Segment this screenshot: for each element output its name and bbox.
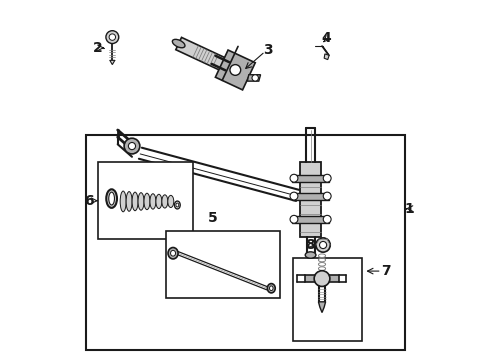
- Text: 2: 2: [93, 41, 102, 55]
- Circle shape: [251, 75, 258, 81]
- Ellipse shape: [174, 201, 180, 209]
- Text: 3: 3: [263, 42, 272, 57]
- Ellipse shape: [132, 192, 138, 211]
- Text: 5: 5: [207, 211, 217, 225]
- Ellipse shape: [167, 195, 173, 207]
- Ellipse shape: [120, 191, 126, 212]
- Circle shape: [124, 138, 140, 154]
- Bar: [292, 216, 328, 223]
- Circle shape: [323, 192, 330, 200]
- Ellipse shape: [143, 193, 150, 210]
- Ellipse shape: [176, 203, 179, 207]
- Ellipse shape: [106, 189, 117, 208]
- Circle shape: [289, 192, 297, 200]
- Polygon shape: [247, 75, 260, 81]
- Bar: [300, 162, 320, 237]
- Polygon shape: [110, 60, 115, 64]
- Circle shape: [289, 174, 297, 182]
- Text: 1: 1: [403, 202, 413, 216]
- Ellipse shape: [170, 250, 175, 256]
- Polygon shape: [324, 54, 328, 60]
- Circle shape: [319, 242, 326, 249]
- Ellipse shape: [138, 193, 143, 210]
- Ellipse shape: [162, 195, 167, 208]
- Ellipse shape: [305, 252, 315, 258]
- Text: 6: 6: [84, 194, 94, 208]
- Bar: [292, 175, 328, 182]
- Text: 8: 8: [304, 238, 314, 252]
- Ellipse shape: [267, 284, 275, 293]
- Text: 7: 7: [380, 264, 389, 278]
- Polygon shape: [215, 50, 255, 90]
- Ellipse shape: [126, 192, 132, 211]
- Circle shape: [128, 143, 135, 150]
- Circle shape: [106, 31, 119, 44]
- Circle shape: [229, 64, 240, 75]
- Circle shape: [323, 215, 330, 223]
- Bar: [165, 231, 280, 298]
- Ellipse shape: [168, 248, 178, 259]
- Circle shape: [289, 215, 297, 223]
- Ellipse shape: [156, 194, 162, 208]
- Circle shape: [313, 271, 329, 287]
- Bar: [292, 193, 328, 200]
- Bar: [85, 135, 405, 350]
- Ellipse shape: [172, 39, 184, 48]
- Circle shape: [323, 174, 330, 182]
- Ellipse shape: [150, 194, 156, 209]
- Text: 4: 4: [321, 31, 330, 45]
- Bar: [98, 162, 192, 239]
- Circle shape: [315, 238, 329, 252]
- Polygon shape: [318, 302, 325, 312]
- Ellipse shape: [108, 192, 114, 205]
- Bar: [292, 258, 362, 341]
- Circle shape: [109, 34, 115, 40]
- Ellipse shape: [269, 286, 272, 291]
- Polygon shape: [304, 275, 339, 282]
- Polygon shape: [175, 37, 238, 76]
